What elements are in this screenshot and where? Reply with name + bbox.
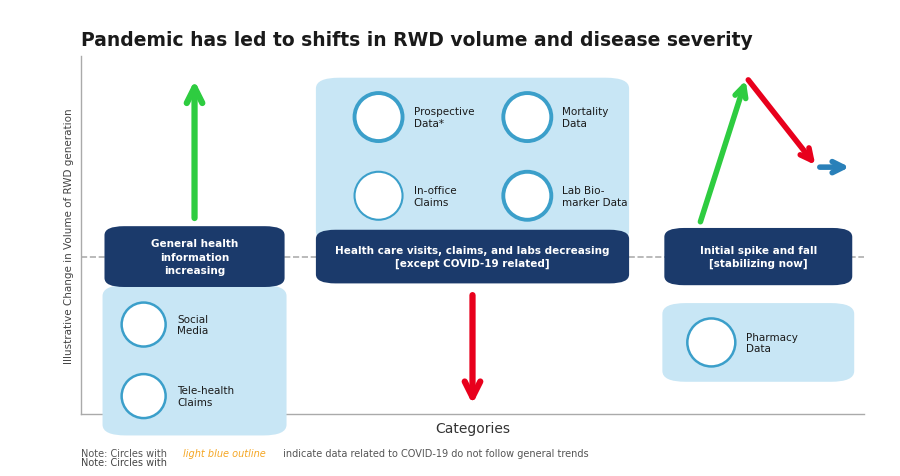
- FancyBboxPatch shape: [103, 286, 286, 436]
- Text: Pandemic has led to shifts in RWD volume and disease severity: Pandemic has led to shifts in RWD volume…: [81, 31, 752, 50]
- FancyBboxPatch shape: [104, 227, 284, 288]
- Ellipse shape: [688, 319, 735, 367]
- FancyBboxPatch shape: [662, 304, 854, 382]
- Ellipse shape: [355, 172, 402, 220]
- Y-axis label: Illustrative Change in Volume of RWD generation: Illustrative Change in Volume of RWD gen…: [64, 108, 74, 363]
- Ellipse shape: [355, 94, 402, 142]
- FancyBboxPatch shape: [316, 79, 629, 243]
- Text: Health care visits, claims, and labs decreasing
[except COVID-19 related]: Health care visits, claims, and labs dec…: [335, 245, 610, 269]
- Text: Mortality
Data: Mortality Data: [562, 107, 608, 129]
- Text: Social
Media: Social Media: [177, 314, 209, 336]
- Text: indicate data related to COVID-19 do not follow general trends: indicate data related to COVID-19 do not…: [280, 448, 589, 458]
- Ellipse shape: [122, 374, 166, 418]
- Text: General health
information
increasing: General health information increasing: [151, 239, 238, 275]
- FancyBboxPatch shape: [316, 230, 629, 284]
- Text: Pharmacy
Data: Pharmacy Data: [746, 332, 798, 354]
- Text: Prospective
Data*: Prospective Data*: [413, 107, 474, 129]
- Text: Tele-health
Claims: Tele-health Claims: [177, 386, 235, 407]
- Text: light blue outline: light blue outline: [183, 448, 266, 458]
- FancyBboxPatch shape: [664, 228, 852, 286]
- X-axis label: Categories: Categories: [435, 421, 510, 435]
- Ellipse shape: [503, 94, 552, 142]
- Text: In-office
Claims: In-office Claims: [413, 186, 456, 207]
- Ellipse shape: [122, 303, 166, 347]
- Text: Initial spike and fall
[stabilizing now]: Initial spike and fall [stabilizing now]: [699, 245, 817, 269]
- Text: Note: Circles with: Note: Circles with: [81, 448, 170, 458]
- Text: Lab Bio-
marker Data: Lab Bio- marker Data: [562, 186, 628, 207]
- Ellipse shape: [503, 172, 552, 220]
- Text: Note: Circles with: Note: Circles with: [81, 457, 170, 467]
